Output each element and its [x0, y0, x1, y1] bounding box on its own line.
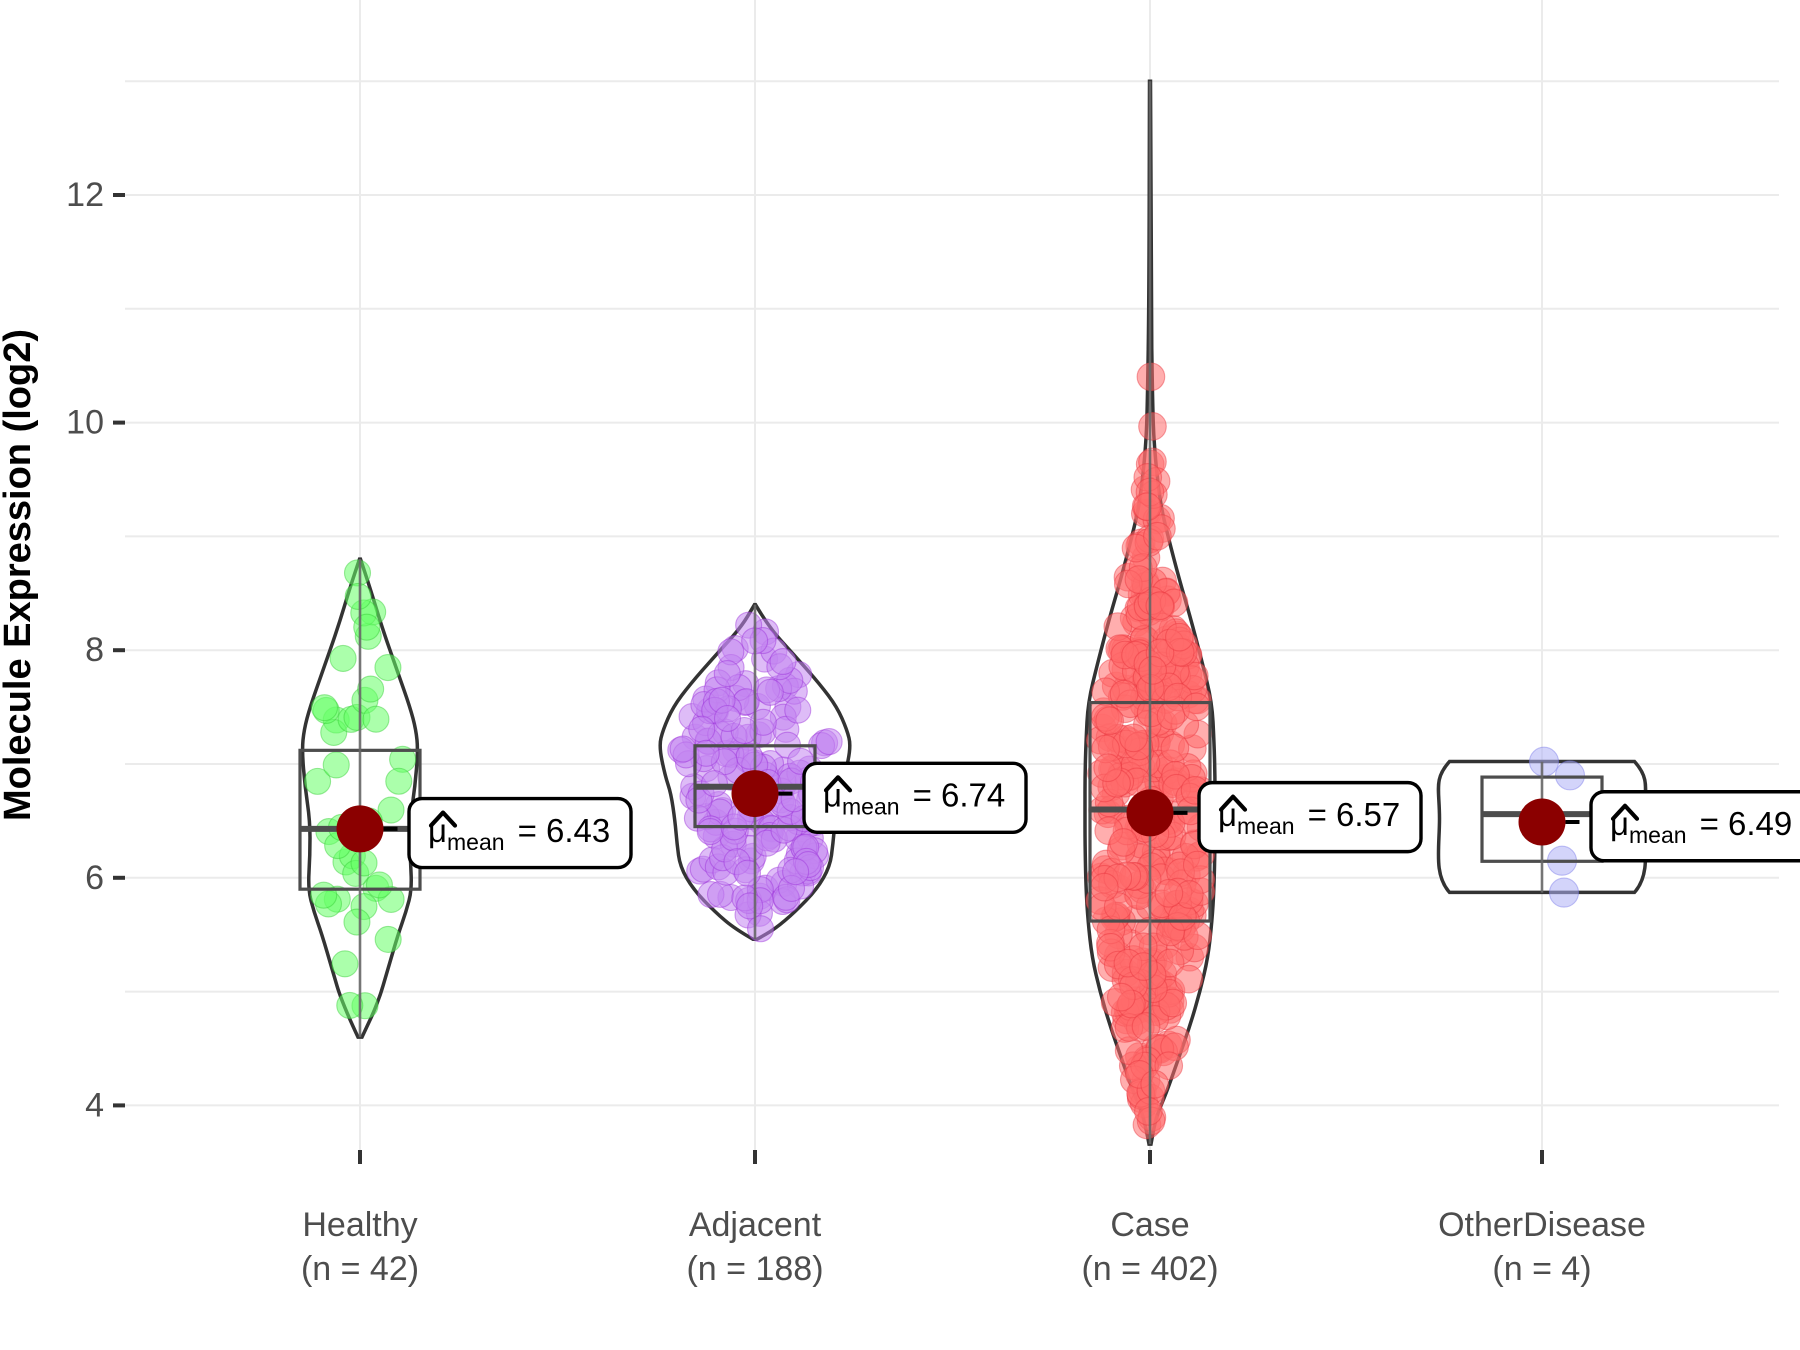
svg-text:OtherDisease: OtherDisease — [1438, 1206, 1646, 1244]
svg-text:12: 12 — [66, 176, 104, 214]
svg-text:(n = 42): (n = 42) — [301, 1250, 419, 1288]
svg-text:4: 4 — [85, 1086, 104, 1124]
svg-text:(n = 188): (n = 188) — [686, 1250, 823, 1288]
svg-text:Adjacent: Adjacent — [689, 1206, 822, 1244]
svg-text:Healthy: Healthy — [302, 1206, 417, 1244]
svg-text:8: 8 — [85, 631, 104, 669]
svg-text:(n = 402): (n = 402) — [1081, 1250, 1218, 1288]
svg-text:6: 6 — [85, 859, 104, 897]
svg-text:Molecule Expression (log2): Molecule Expression (log2) — [0, 329, 39, 821]
svg-text:Case: Case — [1110, 1206, 1189, 1244]
svg-text:10: 10 — [66, 404, 104, 442]
svg-text:(n = 4): (n = 4) — [1492, 1250, 1591, 1288]
